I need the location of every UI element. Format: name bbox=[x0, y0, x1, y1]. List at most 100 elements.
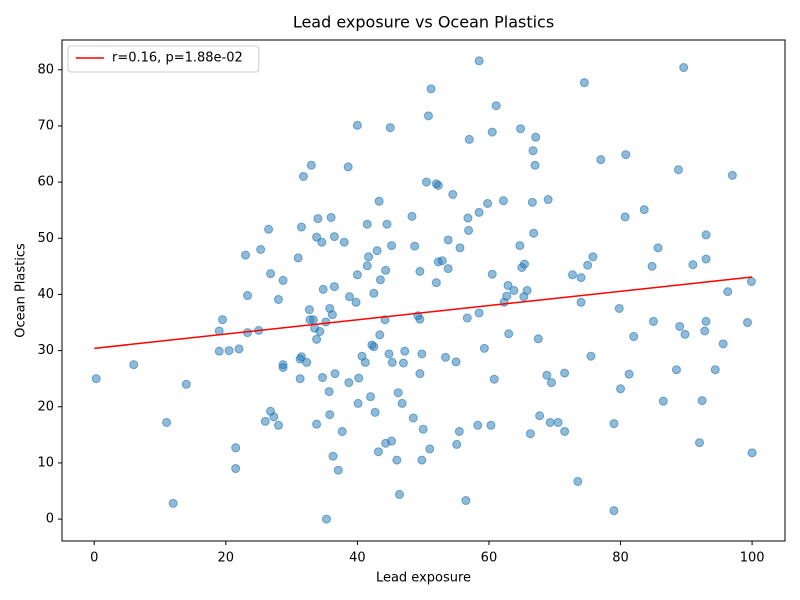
point bbox=[218, 315, 228, 325]
point bbox=[529, 228, 539, 238]
point bbox=[382, 219, 392, 229]
point bbox=[370, 407, 380, 417]
point bbox=[373, 447, 383, 457]
point bbox=[344, 378, 354, 388]
point bbox=[609, 506, 619, 516]
point bbox=[531, 132, 541, 142]
y-tick-label: 0 bbox=[46, 512, 54, 527]
point bbox=[503, 280, 513, 290]
point bbox=[679, 63, 689, 73]
point bbox=[743, 318, 753, 328]
point bbox=[486, 420, 496, 430]
point bbox=[437, 256, 447, 266]
point bbox=[624, 369, 634, 379]
point bbox=[329, 282, 339, 292]
point bbox=[451, 357, 461, 367]
point bbox=[327, 310, 337, 320]
x-tick-label: 100 bbox=[740, 551, 765, 566]
point bbox=[231, 443, 241, 453]
x-tick-label: 20 bbox=[218, 551, 235, 566]
point bbox=[360, 357, 370, 367]
x-tick-label: 0 bbox=[90, 551, 98, 566]
point bbox=[343, 162, 353, 172]
point bbox=[658, 396, 668, 406]
point bbox=[214, 326, 224, 336]
point bbox=[374, 196, 384, 206]
point bbox=[443, 264, 453, 274]
point bbox=[344, 292, 354, 302]
point bbox=[264, 224, 274, 234]
point bbox=[443, 235, 453, 245]
point bbox=[214, 346, 224, 356]
point bbox=[710, 365, 720, 375]
point bbox=[410, 241, 420, 251]
point bbox=[387, 436, 397, 446]
point bbox=[352, 270, 362, 280]
point bbox=[546, 378, 556, 388]
point bbox=[487, 127, 497, 137]
point bbox=[568, 270, 578, 280]
point bbox=[306, 160, 316, 170]
point bbox=[181, 379, 191, 389]
point bbox=[621, 150, 631, 160]
point bbox=[620, 212, 630, 222]
point bbox=[747, 448, 757, 458]
point bbox=[415, 266, 425, 276]
point bbox=[433, 180, 443, 190]
point bbox=[417, 455, 427, 465]
point bbox=[639, 205, 649, 215]
point bbox=[418, 424, 428, 434]
point bbox=[375, 330, 385, 340]
point bbox=[312, 334, 322, 344]
point bbox=[256, 244, 266, 254]
point bbox=[583, 260, 593, 270]
point bbox=[474, 56, 484, 66]
point bbox=[387, 241, 397, 251]
point bbox=[452, 439, 462, 449]
point bbox=[448, 189, 458, 199]
point bbox=[648, 316, 658, 326]
point bbox=[474, 308, 484, 318]
point bbox=[407, 211, 417, 221]
point bbox=[352, 120, 362, 130]
point bbox=[317, 237, 327, 247]
point bbox=[527, 197, 537, 207]
point bbox=[474, 207, 484, 217]
point bbox=[560, 426, 570, 436]
point bbox=[530, 160, 540, 170]
point bbox=[431, 278, 441, 288]
point bbox=[461, 496, 471, 506]
point bbox=[224, 346, 234, 356]
point bbox=[417, 349, 427, 359]
point bbox=[353, 398, 363, 408]
y-tick-label: 70 bbox=[37, 118, 54, 133]
point bbox=[700, 326, 710, 336]
point bbox=[464, 134, 474, 144]
point bbox=[415, 314, 425, 324]
point bbox=[647, 261, 657, 271]
point bbox=[487, 269, 497, 279]
point bbox=[364, 252, 374, 262]
point bbox=[543, 195, 553, 205]
point bbox=[243, 291, 253, 301]
point bbox=[718, 339, 728, 349]
point bbox=[588, 252, 598, 262]
point bbox=[455, 243, 465, 253]
point bbox=[333, 465, 343, 475]
point bbox=[454, 426, 464, 436]
point bbox=[576, 297, 586, 307]
point bbox=[296, 222, 306, 232]
point bbox=[504, 329, 514, 339]
point bbox=[502, 291, 512, 301]
point bbox=[269, 412, 279, 422]
point bbox=[423, 111, 433, 121]
point bbox=[129, 360, 139, 370]
point bbox=[400, 346, 410, 356]
point bbox=[387, 357, 397, 367]
point bbox=[701, 316, 711, 326]
point bbox=[337, 426, 347, 436]
point bbox=[671, 365, 681, 375]
point bbox=[362, 219, 372, 229]
